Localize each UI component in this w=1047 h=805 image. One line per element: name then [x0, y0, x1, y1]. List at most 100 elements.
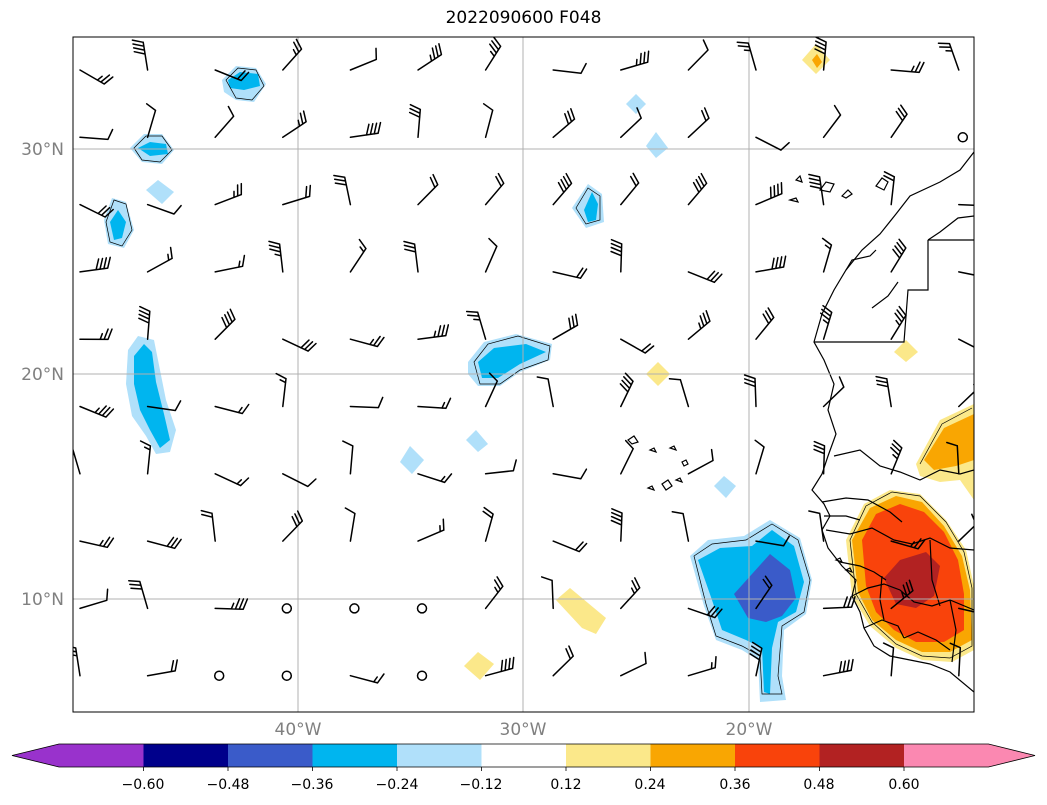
wind-barb [755, 575, 773, 610]
wind-barb [333, 174, 352, 206]
wind-barb [610, 508, 623, 542]
wind-barb [417, 43, 443, 71]
wind-barb [128, 579, 149, 610]
wind-barb [749, 641, 763, 677]
wind-barb [687, 605, 723, 619]
wind-barb-calm [281, 670, 293, 681]
wind-barb [484, 372, 499, 408]
wind-barb [214, 254, 246, 273]
wind-barb [619, 372, 634, 408]
coastlines [627, 151, 974, 693]
colorbar-swatch [143, 744, 229, 767]
wind-barb [342, 440, 354, 475]
wind-barb [754, 439, 765, 475]
wind-barb [620, 439, 634, 475]
wind-barb [214, 308, 236, 340]
wind-barb [813, 440, 826, 475]
wind-barb [484, 172, 505, 206]
colorbar-swatch [397, 744, 482, 767]
wind-barb [417, 518, 445, 542]
wind-barb [484, 237, 498, 273]
colorbar-tick-label: −0.36 [291, 777, 334, 793]
wind-barb [349, 121, 382, 139]
wind-barb [552, 62, 587, 75]
colorbar-swatch [228, 744, 313, 767]
wind-barb [937, 42, 960, 71]
wind-barb [282, 38, 303, 71]
colorbar-swatch [481, 744, 567, 767]
wind-barbs [73, 37, 974, 684]
wind-barb [620, 577, 641, 610]
wind-barb [552, 540, 588, 553]
wind-barb [403, 240, 419, 273]
wind-barb-calm [416, 670, 428, 681]
wind-barb [79, 256, 111, 273]
map-plot-area [73, 37, 974, 712]
wind-barb [883, 171, 896, 206]
wind-barb [620, 338, 655, 354]
colorbar-tick-label: 0.36 [719, 777, 750, 793]
wind-barb [620, 651, 647, 677]
wind-barb [282, 510, 304, 542]
wind-barb [214, 403, 250, 415]
colorbar-tick-label: 0.60 [888, 777, 919, 793]
wind-barb [139, 440, 152, 475]
wind-barb [540, 576, 554, 610]
colorbar-tick-label: −0.12 [460, 777, 503, 793]
colorbar-ticks: −0.60 −0.48 −0.36 −0.24 −0.12 0.12 0.24 … [122, 777, 920, 793]
wind-barb [808, 173, 825, 206]
wind-barb [282, 338, 317, 352]
wind-barb [882, 642, 895, 677]
colorbar-tick-label: −0.24 [376, 777, 419, 793]
wind-barb [949, 642, 962, 677]
wind-barb [146, 659, 178, 677]
wind-barb [958, 203, 974, 206]
wind-barb [890, 579, 914, 610]
colorbar-outline [11, 743, 1036, 768]
colorbar-swatch [59, 744, 144, 767]
wind-barb [755, 255, 787, 273]
wind-barb [73, 646, 81, 677]
wind-barb [946, 441, 960, 475]
wind-barb [822, 376, 845, 408]
negative-anomaly-contours [104, 66, 812, 702]
wind-barb [146, 246, 173, 273]
wind-barb [214, 182, 243, 206]
wind-barb [417, 173, 439, 206]
contour-outlines [105, 67, 973, 695]
colorbar [11, 743, 1036, 771]
wind-barb [808, 510, 825, 542]
wind-barb [79, 203, 114, 218]
wind-barb [890, 238, 907, 273]
wind-barb-calm [349, 603, 360, 614]
wind-barb [822, 104, 842, 139]
wind-barb [79, 405, 115, 418]
wind-barb [743, 374, 757, 408]
wind-barb [146, 400, 182, 412]
wind-barb [552, 267, 588, 279]
wind-barb-calm [416, 603, 428, 614]
wind-barb [282, 184, 312, 206]
wind-barb [214, 473, 250, 487]
wind-barb [275, 372, 287, 408]
wind-barb [484, 656, 515, 677]
wind-barb [687, 655, 717, 677]
wind-barb [552, 313, 579, 340]
lat-label-20n: 20°N [21, 365, 64, 385]
wind-barb [408, 103, 422, 139]
wind-barb [814, 37, 827, 71]
wind-barb [687, 39, 709, 71]
wind-barb [200, 509, 216, 542]
colorbar-tick-label: 0.24 [634, 777, 665, 793]
wind-barb [465, 310, 487, 340]
wind-barb [282, 110, 307, 139]
wind-barb [890, 104, 908, 139]
wind-barb [610, 238, 623, 273]
wind-barb [620, 172, 640, 206]
wind-barb [214, 69, 250, 82]
wind-barb [349, 335, 385, 348]
lat-label-10n: 10°N [21, 590, 64, 610]
colorbar-extend-high [988, 744, 1035, 767]
wind-barb [687, 172, 708, 206]
